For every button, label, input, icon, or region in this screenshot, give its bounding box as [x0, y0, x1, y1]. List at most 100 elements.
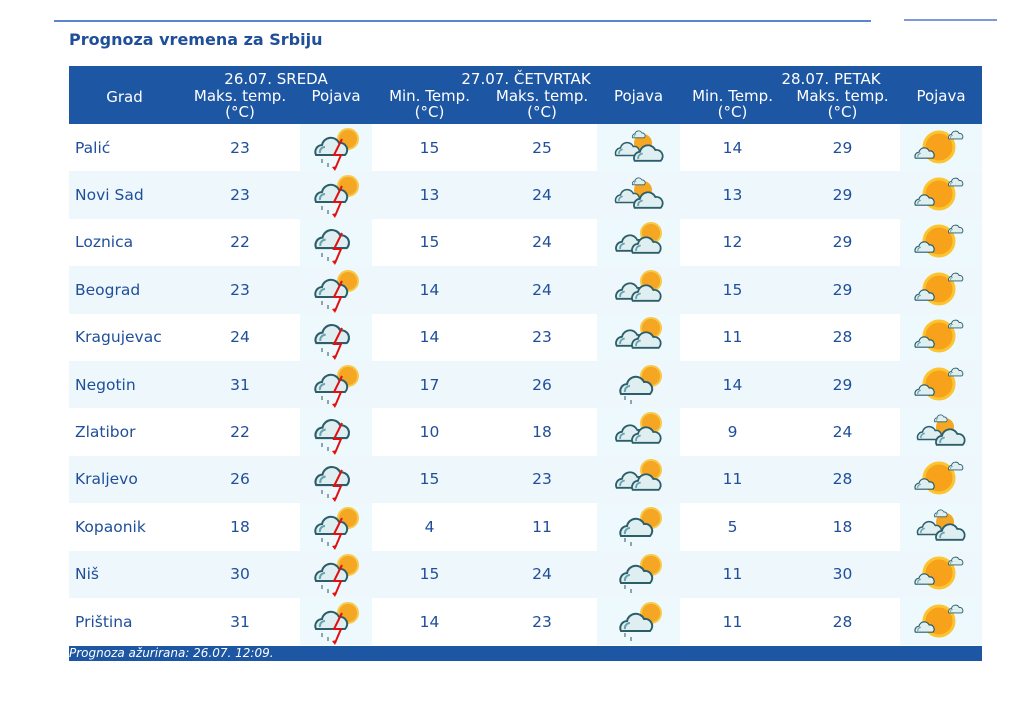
sunny-cloud-icon: [914, 556, 964, 590]
storm-sun-icon: [314, 364, 359, 408]
d2-max-temp: 23: [532, 612, 552, 631]
d2-min-temp: 15: [372, 550, 488, 598]
partly-cloudy-icon: [614, 130, 664, 162]
d2-weather: [597, 266, 681, 314]
top-divider: [54, 20, 871, 22]
d2-max-temp: 24: [487, 550, 598, 598]
d1-weather: [300, 171, 373, 219]
sunny-cloud-icon: [914, 272, 964, 306]
partly-cloudy-icon: [614, 177, 664, 209]
d1-max-temp: 23: [180, 171, 300, 219]
d3-weather: [900, 550, 983, 598]
d2-max-temp: 24: [487, 171, 598, 219]
top-divider-right: [904, 19, 997, 21]
d2-weather: [597, 408, 681, 456]
city-name: Palić: [75, 138, 111, 157]
col-d2-min: Min. Temp. (°C): [372, 88, 488, 124]
sunny-cloud-icon: [914, 177, 964, 211]
d3-min-temp: 15: [680, 266, 786, 314]
d2-max-temp: 26: [487, 360, 598, 409]
city-name: Priština: [75, 612, 133, 631]
d1-weather: [300, 503, 373, 551]
d3-min-temp: 11: [680, 455, 786, 504]
d2-weather: [597, 218, 681, 267]
col-d3-max: Maks. temp. (°C): [785, 88, 901, 124]
city-name: Negotin: [69, 360, 180, 409]
forecast-table: Grad 26.07. SREDA 27.07. ČETVRTAK 28.07.…: [69, 66, 983, 646]
d3-weather: [900, 597, 983, 646]
d1-weather: [300, 266, 373, 314]
d3-weather: [900, 455, 983, 504]
storm-icon: [314, 419, 351, 456]
table-row: Niš 30 15 24 11 30: [69, 550, 983, 598]
storm-sun-icon: [314, 175, 359, 219]
d1-weather: [300, 360, 373, 409]
city-name: Novi Sad: [69, 171, 180, 219]
d2-max-temp: 24: [487, 266, 598, 314]
d3-max-temp: 29: [832, 138, 853, 157]
col-d2-max: Maks. temp. (°C): [487, 88, 598, 124]
d2-max-temp: 24: [532, 233, 552, 252]
d3-weather: [900, 171, 983, 219]
col-city: Grad: [69, 66, 180, 124]
d3-weather: [900, 124, 983, 172]
d2-weather: [597, 360, 681, 409]
d2-min-temp: 15: [419, 233, 440, 252]
d3-min-temp: 11: [680, 550, 786, 598]
col-d1-max: Maks. temp. (°C): [180, 88, 300, 124]
d3-min-temp: 14: [680, 360, 786, 409]
city-name: Kopaonik: [75, 517, 146, 536]
table-row: Priština 31 14 23 11 28: [69, 597, 983, 646]
day2-header: 27.07. ČETVRTAK: [372, 66, 681, 88]
showers-sun-icon: [618, 506, 662, 546]
d2-min-temp: 4: [424, 517, 435, 536]
d3-max-temp: 29: [785, 360, 901, 409]
d1-weather: [300, 218, 373, 267]
d3-weather: [900, 360, 983, 409]
d2-min-temp: 14: [419, 612, 440, 631]
d2-max-temp: 11: [532, 517, 552, 536]
d3-weather: [900, 266, 983, 314]
d1-weather: [300, 313, 373, 361]
table-row: Loznica 22 15 24 12 29: [69, 218, 983, 267]
d3-min-temp: 5: [727, 517, 738, 536]
d1-max-temp: 26: [180, 455, 300, 504]
storm-icon: [314, 229, 351, 266]
d2-min-temp: 15: [372, 455, 488, 504]
city-name: Kragujevac: [75, 328, 162, 347]
storm-sun-icon: [314, 506, 359, 550]
storm-sun-icon: [314, 269, 359, 313]
d2-weather: [597, 124, 681, 172]
d1-weather: [300, 408, 373, 456]
cloudy-sun-icon: [614, 317, 662, 349]
d1-max-temp: 24: [230, 328, 250, 347]
d2-max-temp: 23: [532, 328, 552, 347]
d3-min-temp: 11: [722, 612, 743, 631]
d3-max-temp: 29: [785, 171, 901, 219]
d3-weather: [900, 218, 983, 267]
d3-weather: [900, 408, 983, 456]
col-d3-min: Min. Temp. (°C): [680, 88, 786, 124]
table-row: Kopaonik 18 4 11 5 18: [69, 503, 983, 551]
d3-max-temp: 28: [832, 328, 853, 347]
update-footer: Prognoza ažurirana: 26.07. 12:09.: [69, 646, 982, 661]
cloudy-sun-icon: [614, 269, 662, 302]
d2-min-temp: 14: [419, 328, 440, 347]
d3-max-temp: 18: [832, 517, 853, 536]
showers-sun-icon: [618, 554, 662, 594]
day3-header: 28.07. PETAK: [680, 66, 983, 88]
d3-max-temp: 28: [832, 612, 853, 631]
table-row: Novi Sad 23 13 24 13 29: [69, 171, 983, 219]
d1-max-temp: 23: [180, 266, 300, 314]
partly-cloudy-icon: [916, 414, 966, 446]
city-name: Loznica: [75, 233, 134, 252]
d3-min-temp: 12: [722, 233, 743, 252]
d2-max-temp: 18: [532, 423, 552, 442]
storm-icon: [314, 466, 351, 503]
d2-weather: [597, 597, 681, 646]
d2-min-temp: 17: [372, 360, 488, 409]
d3-min-temp: 14: [722, 138, 743, 157]
table-row: Beograd 23 14 24 15 29: [69, 266, 983, 314]
storm-sun-icon: [314, 127, 359, 171]
d1-max-temp: 31: [230, 612, 250, 631]
